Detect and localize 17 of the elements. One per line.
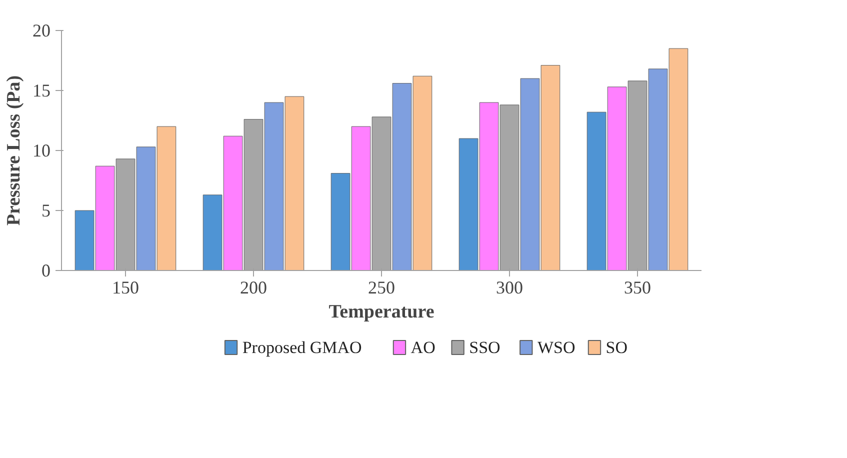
legend-label: WSO <box>537 338 576 357</box>
x-tick-label: 250 <box>368 278 395 298</box>
y-tick-label: 20 <box>32 20 50 40</box>
y-tick-label: 5 <box>42 200 50 220</box>
x-tick-label: 350 <box>624 278 651 298</box>
x-tick-label: 150 <box>112 278 139 298</box>
y-tick-label: 15 <box>32 80 50 100</box>
legend-label: AO <box>410 338 436 357</box>
x-axis-title: Temperature <box>328 302 434 322</box>
legend-label: Proposed GMAO <box>242 338 362 357</box>
x-tick-label: 300 <box>496 278 523 298</box>
legend-label: SO <box>606 338 628 357</box>
y-tick-label: 0 <box>42 260 50 280</box>
y-tick-label: 10 <box>32 140 50 160</box>
x-tick-label: 200 <box>240 278 267 298</box>
y-axis-title: Pressure Loss (Pa) <box>4 75 24 226</box>
legend-label: SSO <box>469 338 500 357</box>
